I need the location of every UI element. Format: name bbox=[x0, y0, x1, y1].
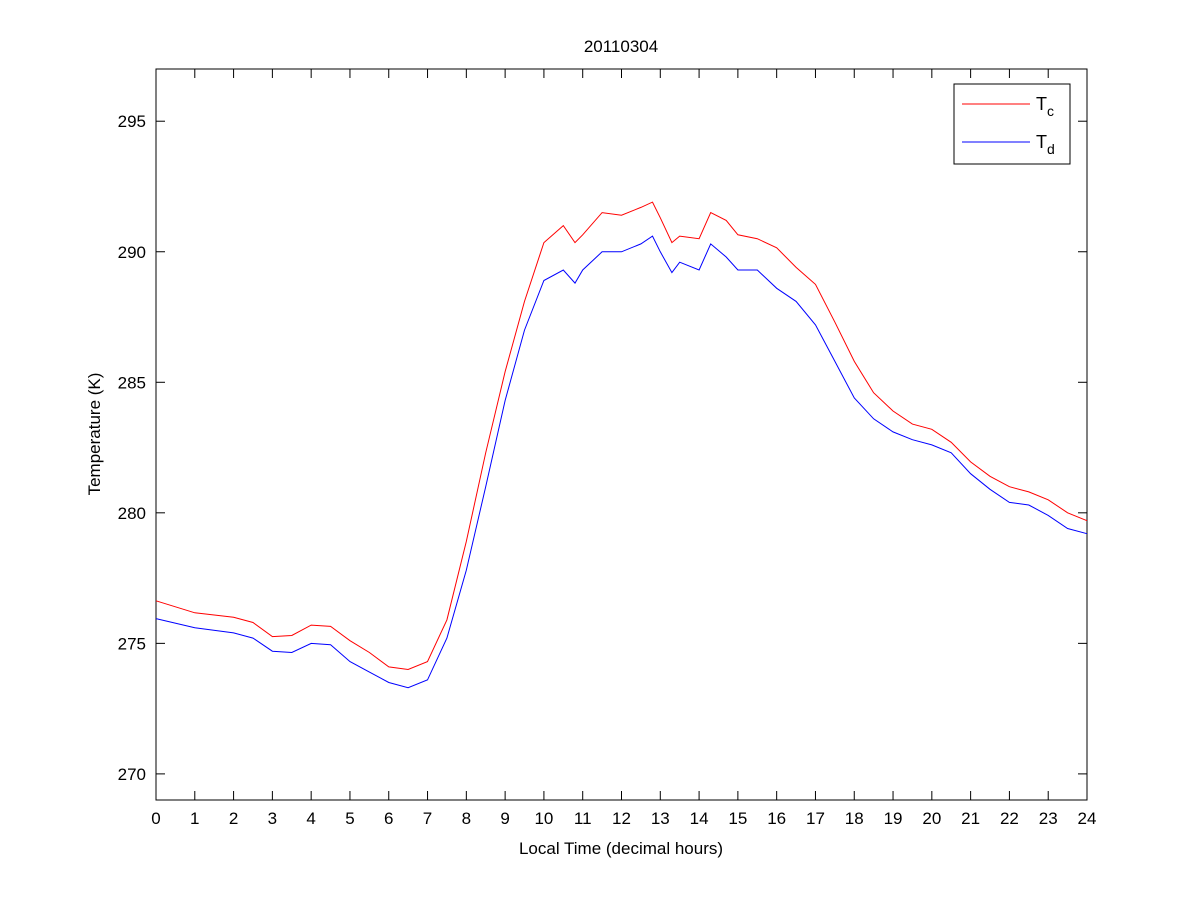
x-tick-label: 1 bbox=[190, 809, 199, 828]
x-tick-label: 24 bbox=[1078, 809, 1097, 828]
x-tick-label: 4 bbox=[306, 809, 315, 828]
legend-label-tc: Tc bbox=[1036, 94, 1054, 119]
x-tick-label: 3 bbox=[268, 809, 277, 828]
x-tick-label: 14 bbox=[690, 809, 709, 828]
x-tick-label: 7 bbox=[423, 809, 432, 828]
x-tick-label: 8 bbox=[462, 809, 471, 828]
legend-label-td: Td bbox=[1036, 132, 1055, 157]
x-tick-label: 12 bbox=[612, 809, 631, 828]
legend-box bbox=[953, 83, 1071, 165]
x-tick-label: 18 bbox=[845, 809, 864, 828]
y-tick-label: 285 bbox=[118, 373, 146, 392]
x-tick-label: 10 bbox=[534, 809, 553, 828]
x-tick-label: 19 bbox=[884, 809, 903, 828]
x-tick-label: 0 bbox=[151, 809, 160, 828]
x-tick-label: 20 bbox=[922, 809, 941, 828]
y-tick-label: 270 bbox=[118, 765, 146, 784]
x-tick-label: 6 bbox=[384, 809, 393, 828]
y-tick-label: 275 bbox=[118, 634, 146, 653]
x-tick-label: 11 bbox=[574, 809, 592, 828]
axis-ticks: 0 1 2 3 4 5 6 7 8 9 10 11 12 13 14 15 16 17 18 19 20 21 22 23 24… bbox=[118, 69, 1097, 828]
y-tick-label: 290 bbox=[118, 243, 146, 262]
x-tick-label: 21 bbox=[961, 809, 980, 828]
series-line-tc bbox=[155, 201, 1088, 671]
x-tick-label: 2 bbox=[229, 809, 238, 828]
x-tick-label: 22 bbox=[1000, 809, 1019, 828]
y-tick-label: 295 bbox=[118, 112, 146, 131]
x-tick-label: 17 bbox=[806, 809, 825, 828]
y-axis-label: Temperature (K) bbox=[85, 373, 104, 496]
series-lines bbox=[155, 201, 1088, 689]
x-tick-label: 5 bbox=[345, 809, 354, 828]
series-line-td bbox=[155, 235, 1088, 689]
chart-title: 20110304 bbox=[584, 37, 658, 56]
y-tick-label: 280 bbox=[118, 504, 146, 523]
plot-area bbox=[155, 68, 1088, 801]
x-tick-label: 15 bbox=[728, 809, 747, 828]
x-tick-label: 13 bbox=[651, 809, 670, 828]
x-tick-label: 9 bbox=[500, 809, 509, 828]
x-tick-label: 16 bbox=[767, 809, 786, 828]
x-tick-label: 23 bbox=[1039, 809, 1058, 828]
x-axis-label: Local Time (decimal hours) bbox=[519, 839, 723, 858]
legend: Tc Td bbox=[953, 83, 1071, 165]
